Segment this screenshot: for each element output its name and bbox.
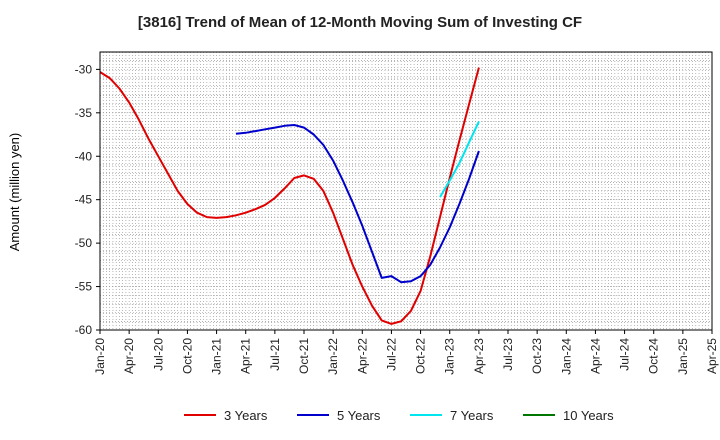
series-line-5-years	[235, 124, 480, 284]
x-tick-label: Oct-24	[647, 338, 661, 374]
x-tick-label: Jul-24	[618, 338, 632, 371]
legend-label: 10 Years	[563, 408, 614, 423]
series-line-7-years	[439, 121, 480, 198]
x-tick-label: Oct-21	[297, 338, 311, 374]
y-axis: -30 -35 -40 -45 -50 -55 -60	[75, 62, 100, 337]
x-axis: Jan-20 Apr-20 Jul-20 Oct-20 Jan-21 Apr-21 Jul-…	[93, 330, 719, 375]
x-tick-label: Oct-22	[414, 338, 428, 374]
x-tick-label: Apr-21	[239, 338, 253, 374]
x-tick-label: Jan-21	[210, 338, 224, 375]
y-tick-label: -50	[75, 236, 93, 250]
x-tick-label: Jul-23	[501, 338, 515, 371]
x-tick-label: Apr-25	[705, 338, 719, 374]
x-tick-label: Jul-22	[384, 338, 398, 371]
legend-label: 3 Years	[224, 408, 268, 423]
y-tick-label: -35	[75, 106, 93, 120]
x-tick-label: Oct-20	[180, 338, 194, 374]
y-tick-label: -55	[75, 280, 93, 294]
x-tick-label: Oct-23	[530, 338, 544, 374]
x-tick-label: Apr-20	[122, 338, 136, 374]
x-tick-label: Apr-22	[355, 338, 369, 374]
x-tick-label: Jul-21	[268, 338, 282, 371]
y-tick-label: -45	[75, 193, 93, 207]
series-line-3-years	[99, 67, 480, 325]
legend: 3 Years 5 Years 7 Years 10 Years	[184, 408, 614, 423]
plot-border	[99, 51, 713, 331]
x-tick-label: Apr-23	[472, 338, 486, 374]
x-tick-label: Jul-20	[151, 338, 165, 371]
x-tick-label: Apr-24	[588, 338, 602, 374]
x-tick-label: Jan-25	[676, 338, 690, 375]
legend-label: 7 Years	[450, 408, 494, 423]
chart-title: [3816] Trend of Mean of 12-Month Moving …	[137, 14, 583, 31]
grid-lines	[100, 52, 712, 330]
y-tick-label: -40	[75, 149, 93, 163]
x-tick-label: Jan-22	[326, 338, 340, 375]
x-tick-label: Jan-20	[93, 338, 107, 375]
y-tick-label: -30	[75, 62, 93, 76]
legend-label: 5 Years	[337, 408, 381, 423]
y-tick-label: -60	[75, 323, 93, 337]
series-lines	[99, 67, 480, 325]
y-axis-label: Amount (million yen)	[7, 133, 22, 252]
x-tick-label: Jan-24	[559, 338, 573, 375]
x-tick-label: Jan-23	[443, 338, 457, 375]
